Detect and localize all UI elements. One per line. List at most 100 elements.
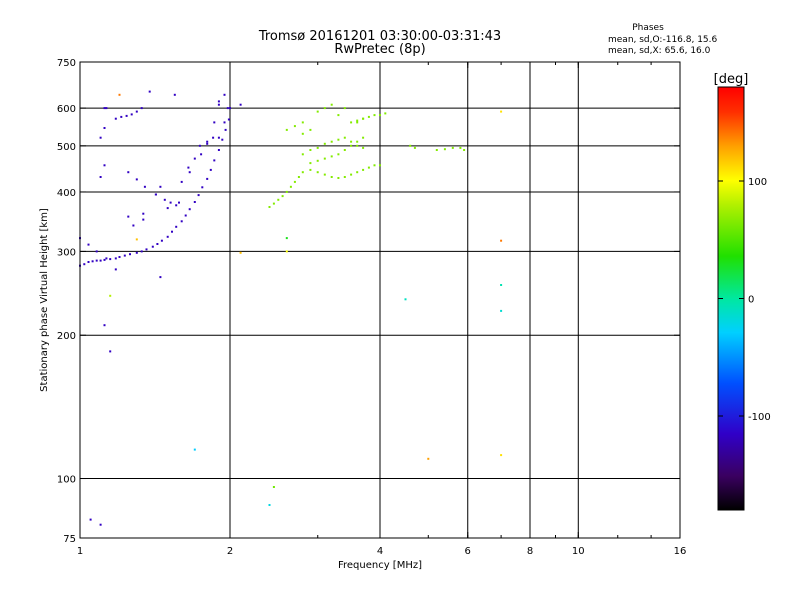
data-point-x (330, 103, 333, 106)
data-point-o (221, 138, 224, 141)
x-tick-label: 8 (527, 546, 533, 557)
data-point-o (109, 258, 112, 261)
data-point-o (198, 144, 201, 147)
data-point-o (142, 212, 145, 215)
data-point-x (367, 166, 370, 169)
data-point-scattered (500, 454, 503, 457)
data-point-x (330, 155, 333, 158)
data-point-o (114, 268, 117, 271)
data-point-o (217, 103, 220, 106)
data-point-o (140, 107, 143, 110)
data-point-x (330, 176, 333, 178)
data-point-o (103, 127, 106, 129)
data-point-o (109, 350, 112, 353)
data-point-o (159, 185, 162, 188)
data-point-o (206, 142, 209, 145)
data-point-x (350, 144, 353, 147)
data-point-o (123, 254, 126, 257)
data-point-scattered (427, 457, 430, 460)
data-point-o (178, 201, 180, 204)
data-point-x (301, 171, 304, 174)
y-tick-label: 400 (57, 188, 76, 199)
data-point-x (463, 149, 466, 151)
data-point-o (154, 193, 157, 196)
data-point-o (200, 153, 203, 156)
data-point-o (163, 198, 166, 201)
colorbar-ticks: 100 0 -100 (718, 177, 771, 423)
data-point-x (379, 164, 381, 167)
data-point-scattered (135, 238, 138, 241)
data-point-o (188, 171, 191, 174)
x-tick-label: 1 (77, 546, 83, 557)
data-point-o (197, 194, 200, 197)
data-point-x (384, 112, 387, 115)
data-point-x (350, 173, 353, 176)
data-point-o (160, 239, 163, 242)
data-point-o (87, 261, 90, 263)
data-point-o (180, 220, 183, 223)
data-point-o (95, 250, 98, 253)
data-point-o (159, 276, 162, 279)
data-point-x (330, 140, 333, 143)
data-point-scattered (500, 284, 503, 286)
data-point-x (337, 114, 340, 117)
data-point-x (268, 206, 271, 208)
data-point-x (297, 176, 300, 178)
data-point-o (99, 136, 102, 139)
data-point-x (337, 138, 340, 141)
data-point-x (323, 142, 326, 145)
data-point-x (309, 149, 312, 151)
data-point-x (435, 149, 438, 151)
data-point-o (223, 121, 226, 124)
data-point-x (443, 148, 446, 151)
data-point-o (142, 218, 145, 221)
data-point-x (316, 110, 319, 113)
data-point-scattered (272, 486, 275, 488)
data-point-o (175, 225, 178, 228)
data-point-x (451, 146, 454, 149)
data-point-o (187, 166, 190, 169)
data-point-o (217, 136, 220, 139)
colorbar-tick-label: 0 (748, 295, 754, 306)
data-point-x (293, 180, 296, 183)
plot-area: 1 2 4 6 8 10 16 75 100 200 300 400 500 600 750 (57, 58, 686, 557)
data-point-x (356, 140, 359, 143)
colorbar-label: [deg] (714, 72, 749, 87)
x-axis-label: Frequency [MHz] (338, 560, 422, 571)
data-point-scattered (285, 250, 288, 253)
data-point-x (373, 164, 376, 167)
data-point-o (103, 258, 106, 261)
x-tick-label: 6 (465, 546, 471, 557)
data-point-o (223, 93, 226, 96)
y-tick-label: 750 (57, 58, 76, 69)
data-point-o (99, 523, 102, 526)
data-point-o (166, 235, 169, 238)
data-point-x (285, 190, 288, 193)
data-point-o (89, 518, 92, 521)
data-point-x (459, 146, 462, 149)
data-point-x (316, 159, 319, 162)
chart-title: Tromsø 20161201 03:30:00-03:31:43 (258, 29, 501, 44)
y-tick-label: 75 (63, 534, 76, 545)
data-point-o (125, 114, 128, 117)
data-point-scattered (193, 448, 196, 451)
data-point-o (193, 201, 196, 203)
data-point-x (409, 144, 412, 147)
data-point-o (148, 90, 151, 93)
data-point-o (103, 324, 106, 327)
data-point-x (356, 121, 359, 124)
data-point-x (316, 146, 319, 149)
data-point-o (227, 118, 230, 121)
data-point-scattered (500, 239, 503, 242)
data-point-x (301, 132, 304, 135)
data-point-o (213, 159, 216, 162)
data-point-x (362, 117, 365, 120)
data-point-o (206, 140, 209, 143)
data-point-o (114, 117, 117, 120)
chart-subtitle: RwPretec (8p) (334, 42, 425, 57)
data-point-scattered (500, 309, 503, 312)
data-point-x (350, 121, 353, 124)
y-tick-label: 200 (57, 331, 76, 342)
data-point-x (379, 114, 381, 117)
